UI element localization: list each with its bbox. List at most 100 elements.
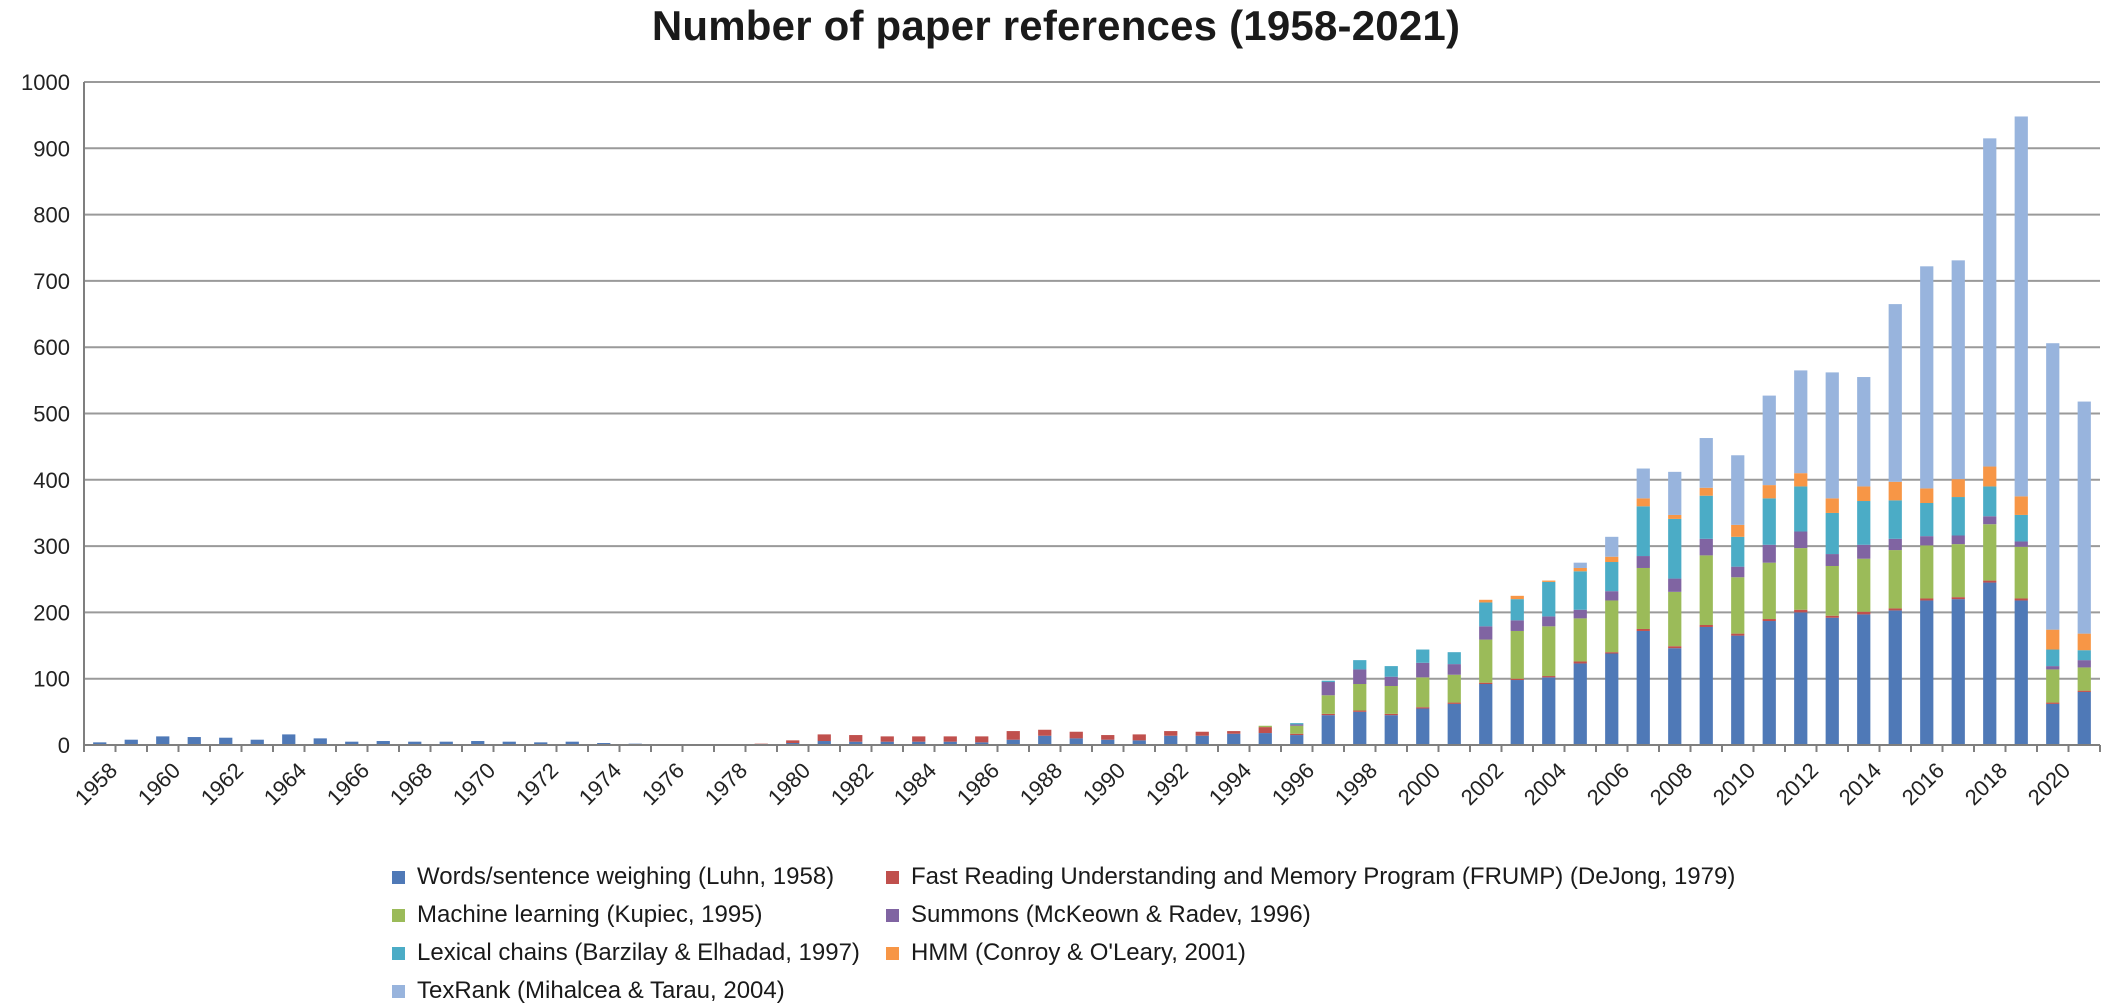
x-tick-label: 2016 bbox=[1897, 758, 1949, 810]
x-tick-label: 2004 bbox=[1519, 758, 1571, 810]
bar-segment bbox=[471, 741, 485, 745]
bar-segment bbox=[1762, 562, 1776, 620]
bar-segment bbox=[1731, 524, 1745, 537]
bar-segment bbox=[1573, 618, 1587, 662]
legend-item: Fast Reading Understanding and Memory Pr… bbox=[886, 861, 1746, 893]
bar-segment bbox=[1951, 260, 1965, 480]
bar-segment bbox=[1101, 739, 1115, 745]
bar-segment bbox=[1699, 487, 1713, 496]
bar-segment bbox=[849, 741, 863, 745]
bar-segment bbox=[1731, 633, 1745, 636]
bar-segment bbox=[1605, 591, 1619, 601]
bar-segment bbox=[1857, 611, 1871, 615]
bar-segment bbox=[1920, 266, 1934, 489]
bar-segment bbox=[1857, 544, 1871, 559]
bar-segment bbox=[1762, 619, 1776, 622]
x-tick-label: 1964 bbox=[259, 758, 311, 810]
x-tick-label: 1986 bbox=[952, 758, 1004, 810]
bar-segment bbox=[2046, 702, 2060, 704]
bar-segment bbox=[1321, 680, 1335, 683]
x-tick-label: 2012 bbox=[1771, 758, 1823, 810]
bar-segment bbox=[1510, 620, 1524, 631]
bar-segment bbox=[1983, 516, 1997, 525]
y-tick-label: 400 bbox=[33, 468, 70, 493]
bar-segment bbox=[1825, 615, 1839, 618]
bar-segment bbox=[345, 741, 359, 745]
x-tick-label: 2020 bbox=[2023, 758, 2075, 810]
bar-segment bbox=[1573, 663, 1587, 745]
x-tick-label: 1972 bbox=[511, 758, 563, 810]
bar-segment bbox=[1636, 468, 1650, 499]
bar-segment bbox=[408, 741, 422, 745]
bar-segment bbox=[1447, 664, 1461, 675]
bar-segment bbox=[2077, 691, 2091, 745]
bar-segment bbox=[1951, 479, 1965, 498]
x-tick-label: 1966 bbox=[322, 758, 374, 810]
x-tick-label: 2014 bbox=[1834, 758, 1886, 810]
bar-segment bbox=[1573, 661, 1587, 664]
bar-segment bbox=[1510, 599, 1524, 621]
bar-segment bbox=[1605, 562, 1619, 592]
bar-segment bbox=[1416, 677, 1430, 708]
bar-segment bbox=[1794, 486, 1808, 532]
bar-segment bbox=[1605, 600, 1619, 653]
bar-segment bbox=[2077, 660, 2091, 668]
legend-swatch bbox=[886, 908, 899, 922]
bar-segment bbox=[1416, 707, 1430, 709]
bar-segment bbox=[1038, 729, 1052, 736]
bar-segment bbox=[1542, 677, 1556, 745]
x-tick-label: 1994 bbox=[1204, 758, 1256, 810]
bar-segment bbox=[1227, 731, 1241, 734]
bar-segment bbox=[1794, 531, 1808, 549]
bar-segment bbox=[2014, 541, 2028, 547]
x-tick-label: 1976 bbox=[637, 758, 689, 810]
bar-segment bbox=[1857, 377, 1871, 487]
bar-segment bbox=[1573, 567, 1587, 572]
x-tick-label: 2006 bbox=[1582, 758, 1634, 810]
bar-segment bbox=[219, 737, 233, 745]
bar-segment bbox=[1384, 713, 1398, 716]
bar-segment bbox=[2077, 667, 2091, 691]
bar-segment bbox=[1668, 646, 1682, 649]
y-tick-label: 900 bbox=[33, 136, 70, 161]
x-tick-label: 1992 bbox=[1141, 758, 1193, 810]
y-tick-label: 800 bbox=[33, 203, 70, 228]
bar-segment bbox=[1699, 538, 1713, 556]
bar-segment bbox=[1983, 524, 1997, 581]
bar-segment bbox=[1290, 725, 1304, 734]
bar-segment bbox=[1416, 649, 1430, 663]
bar-segment bbox=[1825, 512, 1839, 555]
x-tick-label: 1980 bbox=[763, 758, 815, 810]
y-tick-label: 700 bbox=[33, 269, 70, 294]
bar-segment bbox=[1731, 577, 1745, 634]
bar-segment bbox=[1920, 598, 1934, 601]
legend-swatch bbox=[392, 946, 405, 960]
bar-segment bbox=[1510, 680, 1524, 745]
x-tick-label: 2010 bbox=[1708, 758, 1760, 810]
bar-segment bbox=[1951, 599, 1965, 745]
chart-title: Number of paper references (1958-2021) bbox=[651, 2, 1461, 49]
bar-segment bbox=[1731, 566, 1745, 578]
bar-segment bbox=[880, 741, 894, 745]
legend-swatch bbox=[886, 870, 899, 884]
bar-segment bbox=[1353, 711, 1367, 745]
bar-segment bbox=[1825, 565, 1839, 616]
bar-segment bbox=[1857, 558, 1871, 612]
bar-segment bbox=[1825, 554, 1839, 566]
bar-segment bbox=[1731, 536, 1745, 567]
bar-segment bbox=[1668, 514, 1682, 519]
bar-segment bbox=[1920, 600, 1934, 745]
bar-segment bbox=[1447, 674, 1461, 703]
bar-segment bbox=[975, 736, 989, 743]
legend-label: Summons (McKeown & Radev, 1996) bbox=[911, 901, 1311, 928]
y-tick-label: 300 bbox=[33, 534, 70, 559]
bar-segment bbox=[1384, 715, 1398, 745]
bar-segment bbox=[1636, 498, 1650, 507]
bar-segment bbox=[93, 742, 107, 745]
y-tick-label: 0 bbox=[58, 733, 70, 758]
y-axis-tick-labels: 0 100 200 300 400 500 600 700 800 900 1000 bbox=[21, 70, 70, 758]
bar-segment bbox=[1573, 562, 1587, 568]
x-tick-label: 1996 bbox=[1267, 758, 1319, 810]
legend-item: Machine learning (Kupiec, 1995) bbox=[392, 899, 872, 931]
legend-label: Machine learning (Kupiec, 1995) bbox=[417, 901, 763, 928]
